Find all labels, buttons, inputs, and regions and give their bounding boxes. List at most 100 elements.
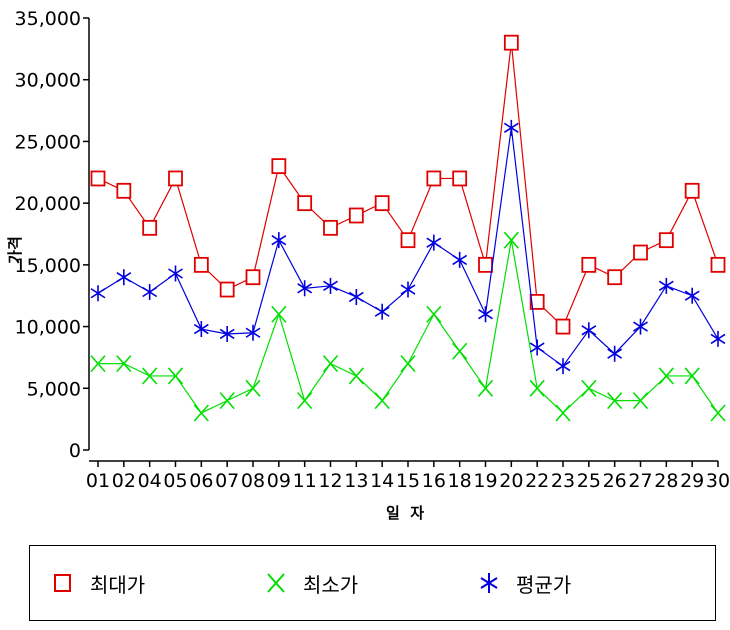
x-marker-icon (267, 573, 285, 593)
data-point (142, 367, 158, 385)
data-point (632, 392, 649, 410)
x-tick-label: 29 (680, 470, 704, 492)
y-tick-label: 20,000 (15, 193, 81, 215)
data-point (452, 170, 468, 187)
legend-label-max: 최대가 (90, 572, 146, 597)
data-point (400, 355, 416, 373)
x-tick-label: 28 (654, 470, 678, 492)
series-1 (90, 231, 726, 422)
legend-item-avg: 평균가 (478, 568, 571, 598)
data-point (374, 195, 390, 212)
data-point (633, 244, 648, 261)
square-marker-icon (54, 574, 71, 592)
data-point (193, 404, 209, 422)
data-point (452, 342, 468, 360)
data-point (478, 256, 493, 273)
data-point (400, 232, 416, 249)
legend: 최대가 최소가 평균가 (29, 545, 716, 621)
y-tick-label: 30,000 (15, 70, 81, 92)
data-point (426, 234, 442, 251)
x-tick-label: 30 (706, 470, 730, 492)
legend-label-min: 최소가 (303, 572, 359, 597)
data-point (581, 256, 597, 273)
data-point (684, 182, 700, 199)
data-point (116, 269, 132, 286)
data-point (477, 379, 494, 397)
data-point (271, 158, 287, 175)
x-tick-label: 23 (551, 470, 575, 492)
y-tick-label: 15,000 (15, 255, 81, 277)
series-2 (90, 119, 726, 375)
data-point (90, 170, 106, 187)
data-point (452, 251, 468, 268)
x-tick-label: 04 (138, 470, 162, 492)
data-point (529, 379, 545, 397)
data-point (297, 280, 313, 297)
y-tick-label: 35,000 (15, 8, 81, 30)
data-point (555, 318, 571, 335)
x-tick-label: 06 (189, 470, 213, 492)
x-tick-label: 12 (318, 470, 342, 492)
data-point (529, 339, 545, 356)
x-axis: 01 02 04 05 06 07 08 09 11 12 13 14 15 16 18 19 20 22 23 25… (86, 460, 730, 492)
data-point (503, 34, 519, 51)
data-point (297, 195, 313, 212)
x-tick-label: 14 (370, 470, 394, 492)
x-tick-label: 13 (344, 470, 368, 492)
x-tick-label: 20 (499, 470, 523, 492)
x-tick-label: 26 (603, 470, 627, 492)
data-point (710, 404, 726, 422)
x-tick-label: 18 (448, 470, 472, 492)
data-point (529, 293, 545, 310)
data-point (167, 367, 184, 385)
data-point (684, 367, 700, 385)
series-line (98, 240, 719, 414)
legend-item-max: 최대가 (52, 568, 145, 598)
y-axis: 0 5,000 10,000 15,000 20,000 25,000 30,000 35,0… (15, 8, 90, 462)
data-point (658, 367, 674, 385)
data-point (581, 322, 597, 339)
data-point (323, 277, 338, 294)
data-point (374, 392, 390, 410)
x-tick-label: 08 (241, 470, 265, 492)
data-point (297, 392, 313, 410)
data-point (219, 281, 235, 298)
x-axis-label: 일 자 (386, 504, 424, 522)
data-point (581, 379, 597, 397)
x-tick-label: 16 (422, 470, 446, 492)
data-point (168, 170, 183, 187)
data-point (607, 392, 623, 410)
data-point (219, 392, 235, 410)
x-tick-label: 01 (86, 470, 110, 492)
data-point (503, 231, 519, 249)
data-point (555, 358, 571, 375)
data-point (271, 305, 287, 323)
y-tick-label: 5,000 (27, 378, 81, 400)
x-tick-label: 05 (163, 470, 187, 492)
data-point (555, 404, 571, 422)
data-point (323, 219, 338, 236)
data-point (426, 170, 442, 187)
data-point (658, 232, 674, 249)
data-point (142, 219, 158, 236)
data-point (193, 321, 209, 338)
data-point (322, 355, 339, 373)
data-point (374, 303, 390, 320)
y-tick-label: 0 (69, 440, 81, 462)
asterisk-marker-icon (480, 573, 498, 593)
data-point (658, 277, 674, 294)
data-point (710, 330, 726, 347)
series-0 (90, 34, 726, 335)
data-point (142, 284, 158, 301)
data-point (245, 324, 261, 341)
x-tick-label: 02 (112, 470, 136, 492)
x-tick-label: 11 (293, 470, 317, 492)
x-tick-label: 07 (215, 470, 239, 492)
data-point (348, 367, 364, 385)
x-tick-label: 22 (525, 470, 549, 492)
data-point (684, 287, 700, 304)
data-point (193, 256, 209, 273)
y-tick-label: 25,000 (15, 131, 81, 153)
data-point (710, 256, 726, 273)
